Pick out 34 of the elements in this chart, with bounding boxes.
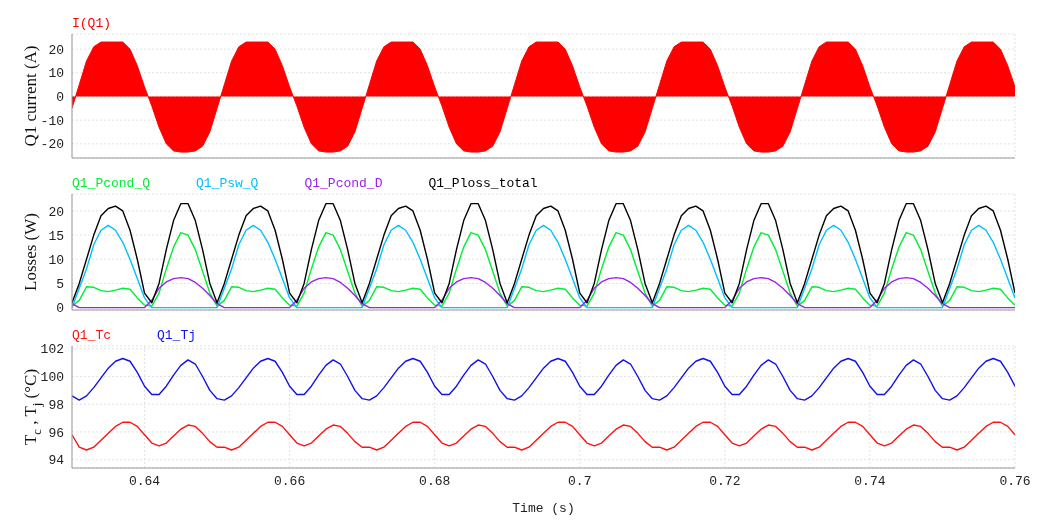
y-axis-title: Q1 current (A) [20,45,40,147]
y-tick-label: 15 [48,228,64,244]
series-label: I(Q1) [72,15,112,31]
series-label: Q1_Tj [157,327,197,343]
line-series [72,202,1015,304]
y-tick-label: -10 [40,113,64,129]
x-tick-label: 0.66 [274,474,306,490]
y-tick-label: 102 [40,342,64,358]
x-tick-label: 0.7 [568,474,592,490]
text: Q1_Psw_Q [196,175,259,191]
y-tick-label: 5 [56,277,64,293]
line-series [72,357,1015,401]
x-tick-label: 0.76 [999,474,1031,490]
y-tick-label: 94 [48,453,65,469]
y-tick-label: 96 [48,425,64,441]
x-tick-label: 0.68 [419,474,451,490]
x-tick-label: 0.64 [128,474,161,490]
text: Q1_Pcond_Q [72,175,151,191]
x-tick-label: 0.74 [854,474,886,490]
text: Q1_Tc [72,327,112,343]
line-series [72,421,1015,451]
y-tick-label: 20 [48,204,64,220]
y-axis-title: Losses (W) [20,213,40,291]
y-tick-label: 10 [48,252,64,268]
y-tick-label: 98 [48,397,64,413]
y-tick-label: 10 [48,66,64,82]
x-tick-label: 0.72 [709,474,741,490]
y-tick-label: 20 [48,42,64,58]
y-tick-label: 0 [56,90,64,106]
x-axis-title: Time (s) [512,501,575,516]
y-tick-label: -20 [40,137,64,153]
series-label: Q1_Ploss_total [428,175,538,191]
text: Q1_Pcond_D [304,175,383,191]
y-tick-label: 0 [56,301,64,317]
